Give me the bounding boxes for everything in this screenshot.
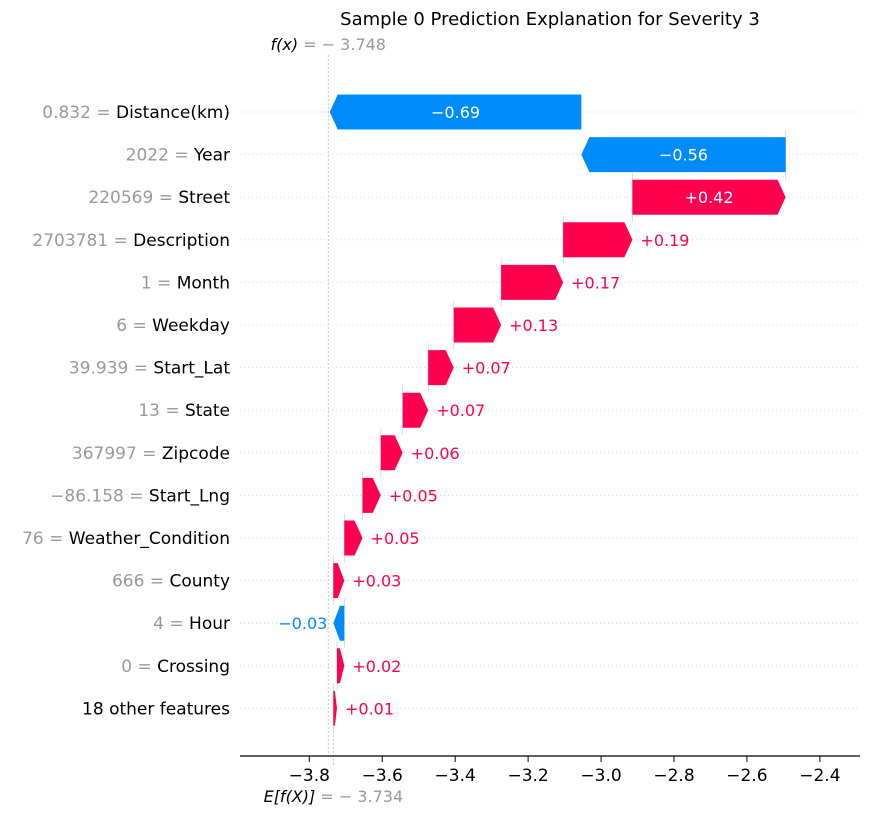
x-tick-label: −3.8 [289,766,330,786]
bar-value-label: +0.03 [352,572,401,591]
feature-value: 0 = [121,657,157,677]
bar-negative [333,605,345,641]
bar-value-label: +0.05 [389,486,438,505]
feature-value: 76 = [22,529,69,549]
feature-label: −86.158 = Start_Lng [50,486,230,506]
bar-value-label: −0.56 [659,146,708,165]
bar-value-label: +0.07 [462,359,511,378]
bar-value-label: +0.01 [345,699,394,718]
feature-label: 2022 = Year [126,146,230,166]
bar-positive [563,222,633,258]
feature-label: 666 = County [112,572,230,592]
bar-value-label: −0.69 [431,103,480,122]
bar-value-label: +0.13 [509,316,558,335]
feature-label: 18 other features [82,699,230,719]
feature-value: 1 = [141,273,177,293]
bar-positive [362,477,381,513]
feature-name: State [185,401,230,421]
feature-name: Hour [189,614,230,634]
x-tick-label: −3.4 [435,766,476,786]
feature-value: 2022 = [126,146,194,166]
feature-label: 0.832 = Distance(km) [42,103,230,123]
bar-negative [329,94,582,130]
base-label: E[f(X)] = − 3.734 [264,787,404,806]
feature-name: Start_Lat [153,359,230,379]
base-label-name: E[f(X)] [264,787,316,806]
feature-label: 13 = State [138,401,230,421]
feature-name: Crossing [157,657,230,677]
feature-label: 2703781 = Description [32,231,230,251]
feature-labels: 0.832 = Distance(km) 2022 = Year 220569 = … [22,103,230,719]
feature-label: 76 = Weather_Condition [22,529,230,549]
bar-positive [333,563,345,599]
contribution-bars: −0.69 −0.56 +0.42 +0.19 +0.17 +0.13 +0.07 +0.07… [278,94,786,726]
feature-label: 39.939 = Start_Lat [69,359,230,379]
feature-value: 4 = [153,614,189,634]
bar-positive [402,392,429,428]
fx-label: f(x) = − 3.748 [271,35,386,54]
x-tick-label: −3.6 [362,766,403,786]
base-label-value: = − 3.734 [315,787,403,806]
feature-name: Year [193,146,230,166]
x-tick-label: −2.4 [799,766,840,786]
feature-value: −86.158 = [50,486,149,506]
fx-label-value: = − 3.748 [298,35,386,54]
feature-value: 367997 = [72,444,162,464]
feature-name: Distance(km) [116,103,230,123]
feature-name: Start_Lng [149,486,230,506]
feature-label: 367997 = Zipcode [72,444,230,464]
x-tick-label: −2.6 [726,766,767,786]
feature-name: 18 other features [82,699,230,719]
feature-value: 6 = [116,316,152,336]
bar-positive [333,690,338,726]
feature-name: County [169,572,230,592]
chart-title: Sample 0 Prediction Explanation for Seve… [340,9,760,30]
feature-label: 1 = Month [141,273,230,293]
bar-positive [380,435,403,471]
feature-name: Zipcode [162,444,230,464]
bar-value-label: +0.05 [371,529,420,548]
x-axis: −3.8 −3.6 −3.4 −3.2 −3.0 −2.8 −2.6 −2.4 [240,755,860,786]
feature-label: 0 = Crossing [121,657,230,677]
reference-labels: f(x) = − 3.748 E[f(X)] = − 3.734 [264,35,404,806]
feature-value: 39.939 = [69,359,154,379]
x-tick-label: −2.8 [653,766,694,786]
feature-value: 2703781 = [32,231,133,251]
feature-value: 666 = [112,572,170,592]
feature-name: Weekday [152,316,230,336]
fx-label-name: f(x) [271,35,299,54]
bar-positive [337,648,345,684]
bar-positive [501,264,564,300]
bar-positive [453,307,502,343]
bar-value-label: +0.19 [640,231,689,250]
feature-name: Street [178,188,230,208]
bar-value-label: +0.17 [571,273,620,292]
bar-positive [632,179,786,215]
bar-value-label: +0.02 [352,657,401,676]
feature-name: Weather_Condition [69,529,230,549]
bar-value-label: −0.03 [278,614,327,633]
bar-positive [344,520,363,556]
bar-value-label: +0.42 [684,188,733,207]
bar-negative [581,137,786,173]
feature-label: 4 = Hour [153,614,230,634]
bar-positive [428,350,454,386]
feature-value: 220569 = [88,188,178,208]
feature-label: 220569 = Street [88,188,230,208]
x-tick-label: −3.2 [507,766,548,786]
bar-value-label: +0.07 [436,401,485,420]
x-tick-label: −3.0 [580,766,621,786]
feature-label: 6 = Weekday [116,316,230,336]
bar-value-label: +0.06 [411,444,460,463]
feature-value: 13 = [138,401,185,421]
feature-value: 0.832 = [42,103,116,123]
feature-name: Description [133,231,230,251]
feature-name: Month [177,273,230,293]
